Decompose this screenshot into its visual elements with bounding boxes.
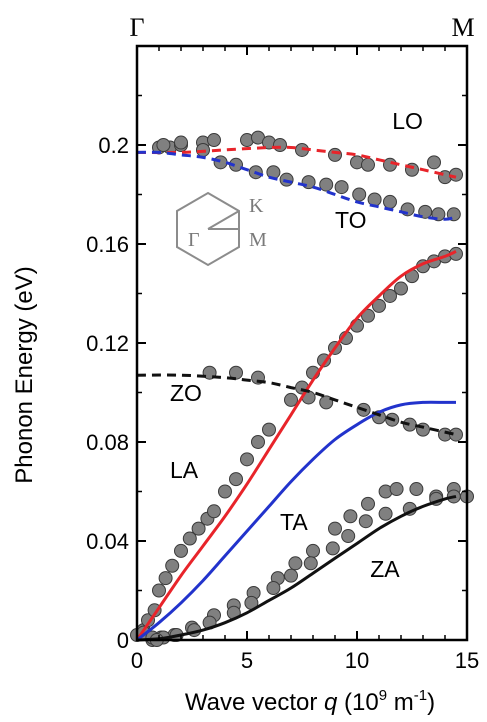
x-tick-label: 5 bbox=[241, 648, 253, 673]
data-point bbox=[367, 192, 382, 207]
data-point bbox=[319, 177, 334, 192]
y-tick-label: 0.04 bbox=[86, 529, 129, 554]
data-point bbox=[218, 484, 232, 499]
data-point bbox=[213, 155, 228, 170]
y-tick-label: 0.12 bbox=[86, 331, 129, 356]
y-tick-label: 0.08 bbox=[86, 430, 129, 455]
curve-to bbox=[136, 150, 457, 221]
data-point bbox=[262, 422, 276, 437]
x-axis-label-unit-mid: m bbox=[387, 689, 414, 716]
curve-za bbox=[136, 494, 457, 642]
data-point bbox=[341, 529, 356, 544]
x-tick-label: 15 bbox=[455, 648, 479, 673]
data-point bbox=[288, 556, 303, 571]
data-point bbox=[328, 147, 342, 162]
data-point bbox=[358, 514, 373, 529]
data-point bbox=[158, 571, 173, 586]
data-point bbox=[284, 568, 298, 583]
curve-la bbox=[135, 250, 457, 641]
data-point bbox=[343, 509, 358, 524]
branch-label-to: TO bbox=[335, 207, 367, 233]
data-point bbox=[273, 138, 287, 152]
data-point bbox=[383, 194, 397, 209]
data-point bbox=[165, 558, 180, 573]
data-point bbox=[182, 531, 197, 546]
data-point bbox=[251, 435, 265, 449]
inset-gamma-label: Γ bbox=[188, 229, 200, 251]
data-point bbox=[303, 556, 318, 571]
axis-ticks: 0 0.04 0.08 0.12 0.16 0.2 0 5 10 15 bbox=[86, 46, 479, 673]
x-axis-label-unit-close: ) bbox=[427, 689, 435, 716]
data-point bbox=[352, 187, 367, 202]
data-point bbox=[229, 472, 243, 487]
x-axis-label-unit-open: (10 bbox=[337, 689, 378, 716]
data-point bbox=[240, 452, 254, 467]
branch-label-la: LA bbox=[170, 457, 199, 483]
x-axis-label-exp2: -1 bbox=[414, 687, 427, 704]
data-point bbox=[328, 521, 342, 536]
curve-zo bbox=[136, 373, 457, 437]
data-point bbox=[207, 133, 221, 148]
y-axis-label: Phonon Energy (eV) bbox=[11, 266, 38, 483]
data-point bbox=[372, 298, 386, 313]
y-tick-label: 0.16 bbox=[86, 232, 129, 257]
data-point bbox=[306, 543, 320, 558]
data-point bbox=[174, 135, 188, 150]
x-axis-label-variable: q bbox=[324, 689, 338, 716]
x-axis-label-prefix: Wave vector bbox=[185, 689, 324, 716]
branch-label-ta: TA bbox=[280, 509, 308, 535]
brillouin-zone-inset: Γ K M bbox=[176, 191, 267, 267]
curve-ta bbox=[136, 400, 456, 642]
data-point bbox=[152, 583, 166, 598]
data-point bbox=[229, 365, 243, 380]
data-point bbox=[361, 496, 375, 511]
x-tick-label: 10 bbox=[345, 648, 369, 673]
data-point bbox=[409, 482, 424, 497]
data-point bbox=[284, 392, 298, 407]
y-tick-label: 0.2 bbox=[98, 133, 129, 158]
m-point-label: M bbox=[451, 13, 474, 42]
data-point bbox=[174, 543, 188, 558]
data-point bbox=[156, 138, 171, 152]
dispersion-curves bbox=[135, 145, 457, 642]
data-point bbox=[266, 581, 281, 596]
data-point bbox=[389, 482, 404, 497]
curve-lo bbox=[136, 145, 457, 179]
data-point bbox=[394, 281, 408, 296]
data-point bbox=[427, 155, 441, 170]
data-point bbox=[378, 506, 393, 521]
gamma-k-line bbox=[207, 210, 240, 230]
data-point bbox=[334, 180, 349, 195]
x-axis-label-exp1: 9 bbox=[379, 687, 387, 704]
gamma-point-label: Γ bbox=[129, 13, 144, 42]
inset-k-label: K bbox=[249, 195, 264, 217]
branch-label-za: ZA bbox=[370, 556, 400, 582]
y-tick-label: 0 bbox=[117, 628, 129, 653]
data-point bbox=[361, 308, 375, 323]
data-point bbox=[191, 521, 206, 536]
data-point bbox=[207, 504, 221, 519]
data-point bbox=[325, 541, 340, 556]
data-point bbox=[383, 288, 397, 303]
x-tick-label: 0 bbox=[131, 648, 143, 673]
data-point bbox=[361, 157, 375, 172]
data-point bbox=[418, 204, 433, 219]
branch-label-zo: ZO bbox=[170, 380, 202, 406]
x-axis-label: Wave vector q (109 m-1) bbox=[185, 687, 435, 716]
inset-m-label: M bbox=[249, 229, 267, 251]
branch-labels: LO TO LA TA ZO ZA bbox=[170, 108, 423, 582]
branch-label-lo: LO bbox=[392, 108, 423, 134]
